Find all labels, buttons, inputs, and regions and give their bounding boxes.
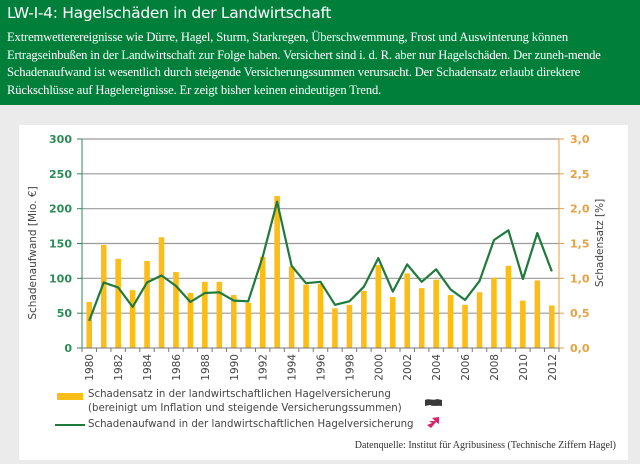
bar-2009 (505, 265, 512, 348)
y-right-tick-label: 1,5 (570, 238, 590, 251)
bar-1982 (115, 258, 121, 348)
x-tick-label: 1990 (229, 354, 241, 381)
y-right-tick-label: 0,0 (570, 342, 590, 355)
bar-2001 (389, 297, 396, 348)
bar-1983 (129, 290, 136, 348)
rising-trend-arrow-icon (427, 417, 439, 428)
bar-1980 (86, 302, 93, 348)
x-tick-label: 1988 (200, 354, 212, 381)
y-right-tick-label: 0,5 (570, 307, 590, 320)
y-right-tick-label: 3,0 (570, 133, 590, 146)
x-tick-label: 2000 (373, 354, 385, 381)
x-tick-label: 2006 (460, 354, 472, 381)
legend-line-label: Schadenaufwand in der landwirtschaftlich… (88, 419, 414, 430)
bar-1992 (259, 256, 266, 348)
bar-1989 (216, 281, 223, 348)
bar-1984 (144, 260, 150, 348)
y-right-tick-label: 2,5 (570, 168, 590, 181)
bar-1997 (332, 308, 338, 348)
y-left-tick-label: 50 (57, 307, 73, 320)
y-left-tick-label: 0 (64, 342, 72, 355)
legend-bar-label-2: (bereinigt um Inflation und steigende Ve… (88, 403, 402, 414)
bar-1988 (202, 281, 208, 348)
bar-1990 (230, 295, 237, 348)
y-left-tick-label: 100 (49, 272, 72, 285)
bar-2010 (520, 300, 526, 348)
bar-1981 (100, 244, 107, 348)
x-tick-label: 1996 (316, 354, 328, 381)
header-banner: LW-I-4: Hagelschäden in der Landwirtscha… (0, 0, 640, 105)
y-axis-left-label: Schadenaufwand [Mio. €] (27, 186, 39, 319)
y-left-tick-label: 300 (49, 133, 72, 146)
bar-2005 (447, 295, 454, 348)
page-title: LW-I-4: Hagelschäden in der Landwirtscha… (7, 4, 332, 22)
x-tick-label: 1986 (171, 354, 183, 381)
bar-1994 (288, 266, 295, 348)
axes (77, 138, 564, 352)
x-tick-label: 1998 (344, 354, 356, 381)
bar-2007 (476, 292, 483, 348)
bar-2004 (433, 279, 439, 348)
x-tick-label: 1982 (113, 354, 125, 381)
data-source: Datenquelle: Institut für Agribusiness (… (354, 440, 616, 451)
bar-1996 (317, 283, 324, 348)
bar-1995 (303, 284, 309, 348)
x-tick-label: 2008 (489, 354, 501, 381)
y-axis-right-label: Schadensatz [%] (594, 199, 606, 287)
x-tick-label: 2002 (402, 354, 414, 381)
x-tick-label: 2010 (518, 354, 530, 381)
y-right-tick-label: 1,0 (570, 272, 590, 285)
bar-1987 (187, 292, 194, 348)
x-tick-label: 1980 (84, 354, 96, 381)
legend-bar-swatch (57, 393, 83, 400)
tick-labels: 0 50 100 150 200 250 300 0,0 0,5 1,0 1,5 2,0 2,5 3,0 1… (49, 133, 590, 381)
bar-1993 (274, 196, 280, 348)
line-points (89, 201, 552, 321)
bar-series (86, 196, 555, 348)
bar-1991 (245, 302, 252, 348)
chart-card: 0 50 100 150 200 250 300 0,0 0,5 1,0 1,5 2,0 2,5 3,0 1… (19, 125, 628, 460)
description-text: Extremwetterereignisse wie Dürre, Hagel,… (7, 30, 601, 97)
x-tick-label: 1994 (287, 354, 299, 381)
bar-2006 (462, 304, 468, 348)
bar-1999 (361, 290, 367, 348)
y-right-tick-label: 2,0 (570, 203, 590, 216)
bar-2008 (491, 277, 497, 348)
bar-2000 (375, 265, 382, 348)
bar-1985 (158, 237, 165, 348)
bar-2012 (548, 305, 555, 348)
y-left-tick-label: 250 (49, 168, 72, 181)
x-tick-label: 1992 (258, 354, 270, 381)
bar-1998 (346, 304, 353, 348)
bar-2011 (534, 280, 541, 348)
legend-bar-label-1: Schadensatz in der landwirtschaftlichen … (88, 389, 391, 400)
chart: 0 50 100 150 200 250 300 0,0 0,5 1,0 1,5 2,0 2,5 3,0 1… (27, 133, 606, 428)
y-left-tick-label: 150 (49, 238, 72, 251)
x-tick-label: 2012 (547, 354, 559, 381)
x-tick-label: 2004 (431, 354, 443, 381)
x-tick-label: 1984 (142, 354, 154, 381)
no-trend-flag-icon (425, 399, 442, 406)
y-left-tick-label: 200 (49, 203, 72, 216)
bar-2003 (418, 288, 425, 348)
bar-1986 (173, 272, 179, 348)
bar-2002 (404, 273, 411, 348)
